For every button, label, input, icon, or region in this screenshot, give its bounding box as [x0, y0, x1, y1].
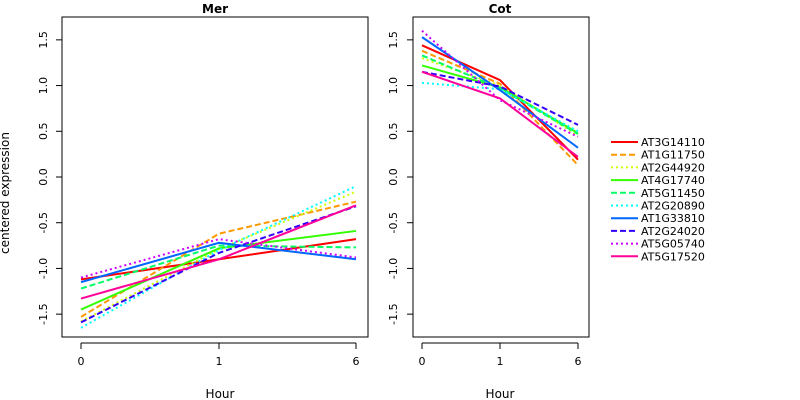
y-tick-label-mer-1-0: 1.0	[37, 77, 50, 95]
legend-label-at2g44920: AT2G44920	[641, 161, 705, 174]
plot-frame-cot	[412, 16, 590, 338]
x-axis-label-mer: Hour	[206, 387, 235, 400]
plot-frame-mer	[61, 16, 369, 338]
y-tick-label-mer-1-0: -1.0	[37, 258, 50, 279]
series-line-cot-at5g11450	[421, 54, 579, 135]
panel-title-mer: Mer	[202, 2, 228, 16]
y-tick-label-cot-1-5: -1.5	[387, 303, 400, 324]
y-tick-label-cot-1-5: 1.5	[387, 31, 400, 49]
series-line-mer-at2g24020	[80, 205, 357, 324]
legend-label-at5g11450: AT5G11450	[641, 187, 705, 200]
series-line-cot-at2g24020	[421, 70, 579, 126]
y-tick-label-mer-1-5: 1.5	[37, 31, 50, 49]
series-line-cot-at5g05740	[421, 29, 579, 138]
legend-label-at5g17520: AT5G17520	[641, 250, 705, 263]
series-line-cot-at1g11750	[421, 49, 579, 166]
y-axis-label: centered expression	[0, 132, 12, 254]
panel-cot: Cot Hour -1.5 -1.0 -0.5 0.0 0.5 1.0 1.5 0 1 6	[387, 2, 590, 400]
y-tick-label-mer-0-5: 0.5	[37, 123, 50, 141]
series-line-mer-at2g20890	[80, 185, 357, 329]
series-line-cot-at2g20890	[421, 81, 579, 133]
x-tick-label-mer-1: 1	[216, 355, 223, 368]
series-line-cot-at3g14110	[421, 44, 579, 161]
y-tick-label-cot-0-0: 0.0	[387, 168, 400, 186]
y-tick-label-mer-1-5: -1.5	[37, 303, 50, 324]
y-axis-mer: -1.5 -1.0 -0.5 0.0 0.5 1.0 1.5	[37, 31, 62, 325]
y-tick-label-cot-1-0: -1.0	[387, 258, 400, 279]
x-tick-label-mer-6: 6	[353, 355, 360, 368]
x-axis-label-cot: Hour	[486, 387, 515, 400]
series-line-cot-at2g44920	[421, 57, 579, 137]
legend-label-at1g33810: AT1G33810	[641, 212, 705, 225]
x-tick-label-mer-0: 0	[78, 355, 85, 368]
y-axis-cot: -1.5 -1.0 -0.5 0.0 0.5 1.0 1.5	[387, 31, 413, 325]
y-tick-label-cot-1-0: 1.0	[387, 77, 400, 95]
x-axis-cot: 0 1 6	[419, 342, 582, 368]
legend-label-at1g11750: AT1G11750	[641, 149, 705, 162]
series-line-mer-at5g17520	[80, 204, 357, 300]
x-tick-label-cot-6: 6	[575, 355, 582, 368]
series-line-mer-at1g33810	[80, 241, 357, 284]
panel-title-cot: Cot	[489, 2, 512, 16]
series-line-mer-at5g11450	[80, 244, 357, 290]
series-line-cot-at5g17520	[421, 70, 579, 158]
series-line-mer-at4g17740	[80, 229, 357, 311]
series-group-cot	[421, 29, 579, 166]
series-line-cot-at1g33810	[421, 36, 579, 149]
legend-label-at3g14110: AT3G14110	[641, 136, 705, 149]
series-line-mer-at1g11750	[80, 200, 357, 318]
y-tick-label-cot-0-5: -0.5	[387, 212, 400, 233]
legend: AT3G14110AT1G11750AT2G44920AT4G17740AT5G…	[611, 136, 705, 263]
y-tick-label-mer-0-5: -0.5	[37, 212, 50, 233]
x-tick-label-cot-0: 0	[419, 355, 426, 368]
series-line-mer-at5g05740	[80, 238, 357, 279]
y-tick-label-mer-0-0: 0.0	[37, 168, 50, 186]
x-axis-mer: 0 1 6	[78, 342, 360, 368]
x-tick-label-cot-1: 1	[497, 355, 504, 368]
legend-label-at4g17740: AT4G17740	[641, 174, 705, 187]
y-tick-label-cot-0-5: 0.5	[387, 123, 400, 141]
legend-label-at2g24020: AT2G24020	[641, 225, 705, 238]
legend-label-at5g05740: AT5G05740	[641, 238, 705, 251]
panel-mer: Mer Hour -1.5 -1.0 -0.5 0.0 0.5 1.0 1.5 0 1 6	[37, 2, 369, 400]
legend-label-at2g20890: AT2G20890	[641, 200, 705, 213]
series-group-mer	[80, 185, 357, 329]
